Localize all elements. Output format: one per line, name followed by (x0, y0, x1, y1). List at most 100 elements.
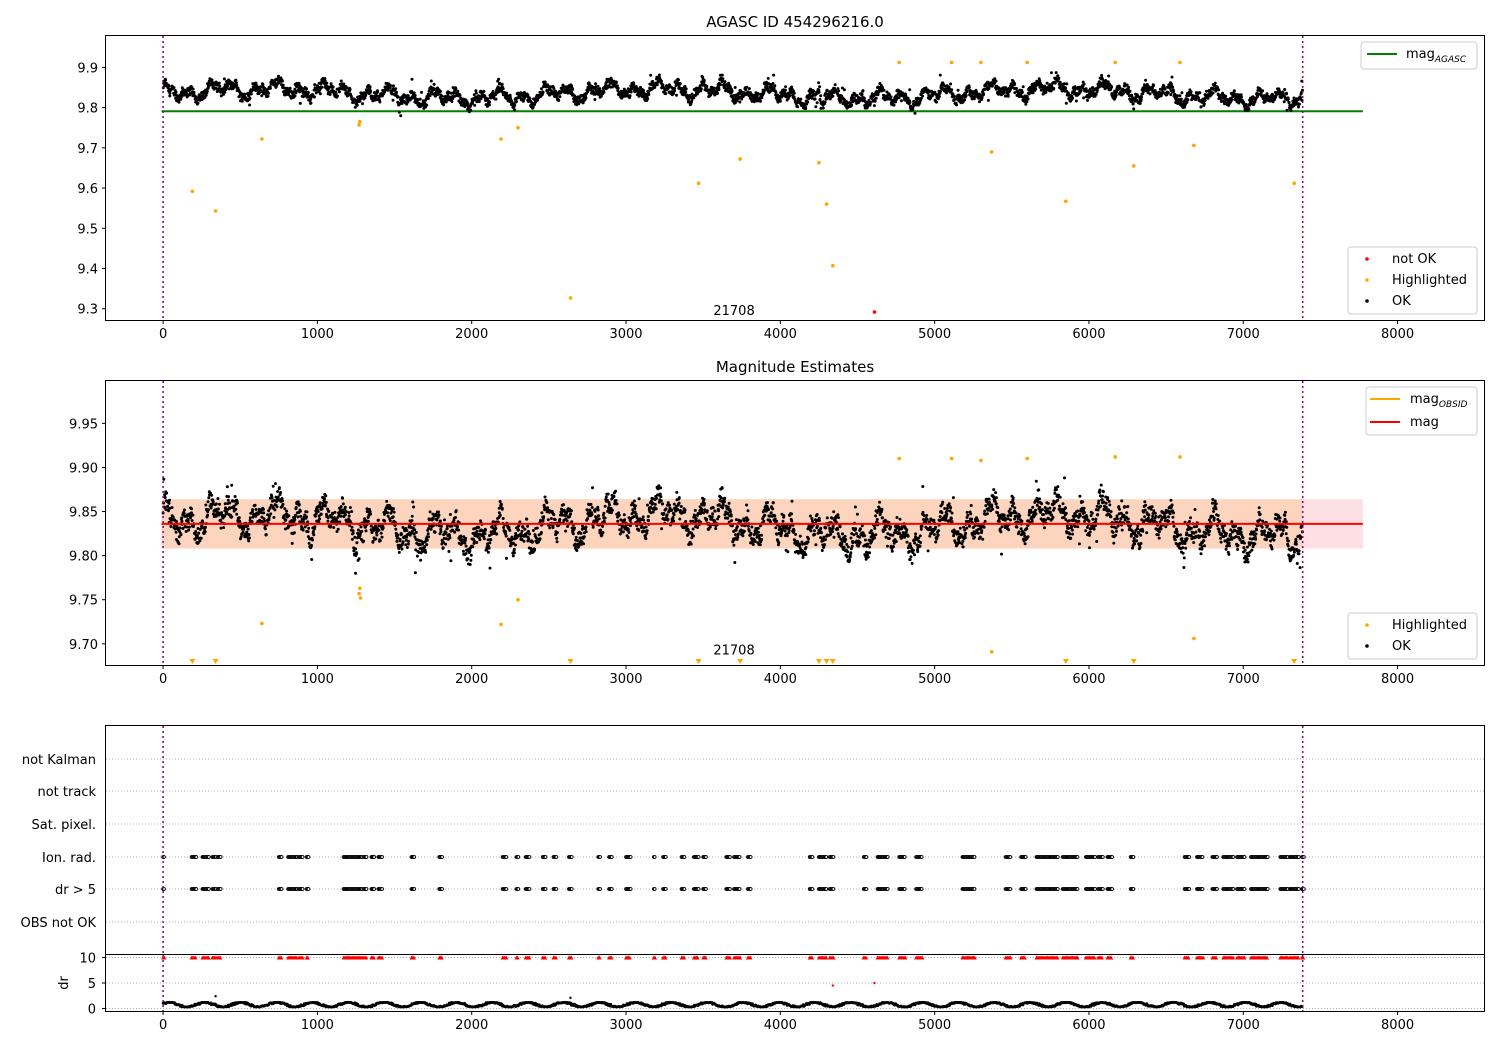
ok-point (190, 519, 194, 523)
ok-point (937, 95, 941, 98)
ok-point (191, 513, 195, 517)
ok-point (590, 513, 594, 517)
ok-point (178, 526, 182, 530)
ok-point (206, 500, 210, 504)
ok-point (502, 526, 506, 529)
ok-point (488, 541, 492, 545)
ok-point (376, 90, 380, 94)
ok-point (397, 110, 401, 114)
ok-point (1203, 99, 1207, 102)
ok-point (273, 81, 277, 85)
highlighted-point (824, 202, 829, 206)
ok-point (332, 526, 336, 529)
highlighted-point (358, 119, 362, 124)
ok-point (468, 563, 472, 566)
ok-point (1169, 93, 1173, 97)
ok-point (223, 90, 227, 94)
ok-point (1230, 98, 1234, 102)
ok-point (783, 88, 787, 92)
ok-point (306, 90, 310, 94)
ok-point (760, 96, 764, 100)
ok-point (628, 94, 632, 98)
ok-point (1122, 91, 1126, 95)
ok-point (206, 508, 210, 512)
ok-point (982, 93, 986, 96)
ok-point (501, 87, 505, 91)
ok-point (633, 504, 637, 508)
ok-point (225, 485, 229, 489)
ok-point (322, 82, 326, 85)
ok-point (570, 520, 574, 524)
highlighted-point (260, 137, 264, 141)
legend-label: OK (1392, 294, 1411, 309)
ok-point (658, 492, 662, 496)
ok-point (424, 550, 428, 554)
ok-point (165, 491, 169, 495)
ok-point (744, 88, 748, 92)
plot-frame (105, 35, 1485, 321)
ok-point (796, 105, 800, 109)
ok-point (310, 543, 313, 547)
highlighted-point (499, 137, 503, 141)
ok-point (190, 507, 194, 511)
ok-point (1178, 94, 1182, 98)
ok-point (267, 518, 271, 522)
ok-point (179, 97, 183, 101)
ok-point (435, 518, 439, 522)
ok-point (806, 100, 810, 104)
ok-point (350, 525, 354, 529)
ok-point (391, 98, 395, 102)
ok-point (343, 505, 347, 509)
ok-point (564, 529, 568, 533)
ok-point (249, 92, 253, 96)
ok-point (512, 547, 516, 551)
ok-point (471, 545, 475, 549)
ok-point (513, 108, 517, 112)
ok-point (539, 531, 543, 534)
ok-point (235, 83, 239, 87)
ok-point (612, 495, 616, 498)
ok-point (237, 516, 241, 520)
ok-point (730, 89, 734, 93)
ok-point (238, 519, 242, 523)
ok-point (428, 510, 432, 514)
ok-point (994, 79, 998, 83)
ok-point (174, 530, 178, 534)
ok-point (520, 529, 524, 533)
ok-point (305, 515, 308, 519)
ok-point (264, 533, 268, 537)
ok-point (329, 524, 333, 528)
ok-point (489, 538, 493, 542)
ok-point (504, 534, 508, 538)
ok-point (378, 100, 382, 104)
ok-point (426, 97, 430, 101)
ok-point (644, 525, 648, 529)
ok-point (549, 517, 553, 520)
ok-point (873, 99, 877, 103)
ok-point (949, 82, 953, 86)
ok-point (310, 558, 314, 561)
ok-point (964, 94, 968, 97)
ok-point (413, 94, 417, 97)
ok-point (405, 546, 409, 549)
ok-point (1132, 107, 1136, 111)
ok-point (329, 82, 333, 86)
ok-point (313, 525, 317, 529)
ok-point (394, 87, 398, 91)
ok-point (584, 530, 588, 534)
ok-point (614, 499, 618, 502)
ok-point (938, 73, 942, 77)
ok-point (410, 519, 414, 523)
ok-point (448, 513, 452, 516)
ok-point (477, 100, 481, 104)
ok-point (664, 92, 668, 96)
ok-point (412, 91, 416, 95)
ok-point (1240, 95, 1243, 99)
ok-point (374, 537, 378, 541)
ok-point (369, 89, 373, 93)
ok-point (199, 536, 203, 540)
ok-point (488, 566, 492, 570)
ok-point (657, 73, 661, 77)
